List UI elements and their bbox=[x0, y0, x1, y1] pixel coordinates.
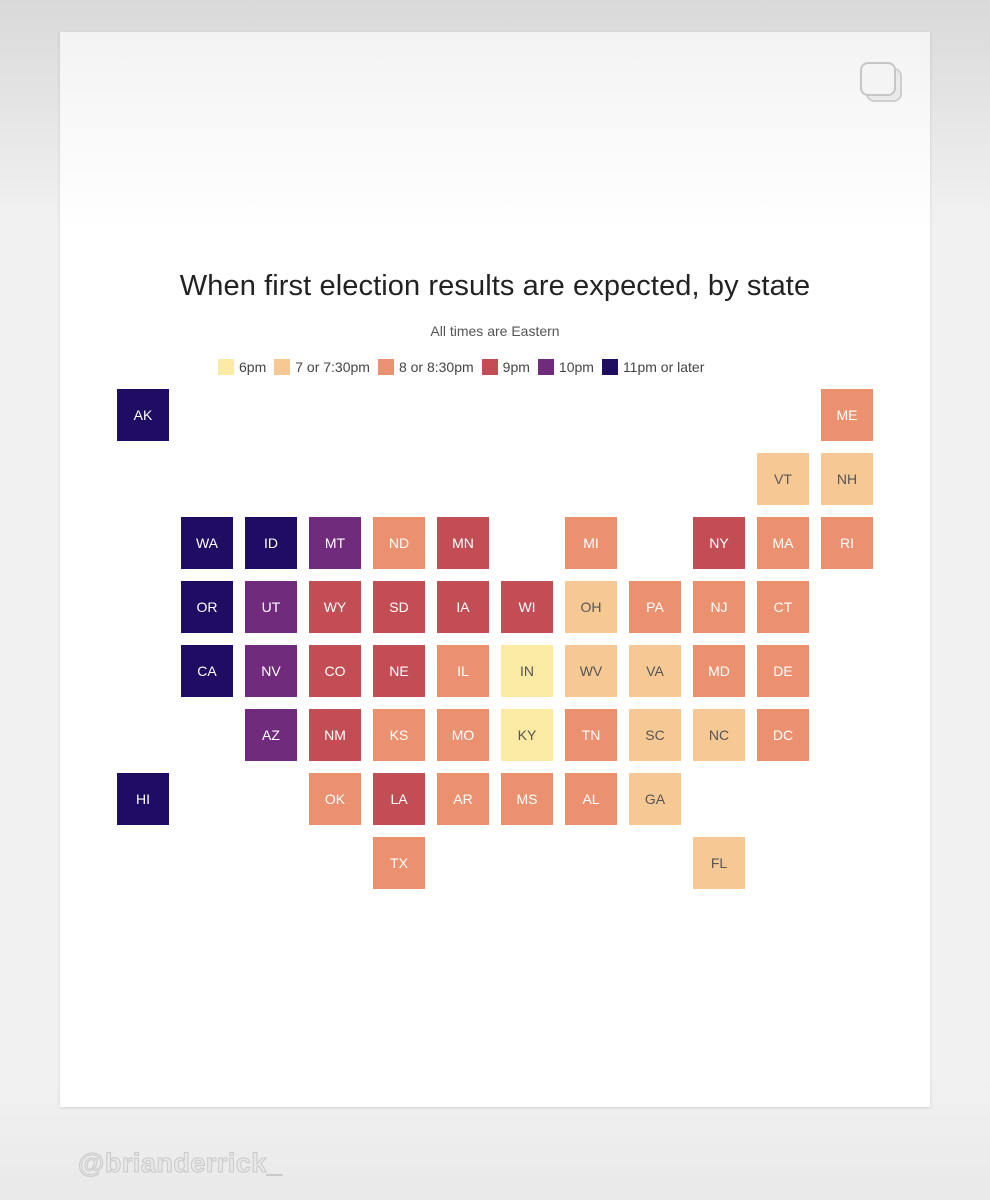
state-tile-ok: OK bbox=[309, 773, 361, 825]
state-tile-il: IL bbox=[437, 645, 489, 697]
state-tile-nj: NJ bbox=[693, 581, 745, 633]
state-tile-sd: SD bbox=[373, 581, 425, 633]
legend: 6pm 7 or 7:30pm 8 or 8:30pm 9pm 10pm 11pm or … bbox=[218, 358, 712, 376]
legend-item-c9: 9pm bbox=[481, 359, 530, 375]
state-tile-fl: FL bbox=[693, 837, 745, 889]
watermark: @brianderrick_ bbox=[77, 1148, 283, 1179]
legend-item-c7: 7 or 7:30pm bbox=[274, 359, 370, 375]
state-tile-al: AL bbox=[565, 773, 617, 825]
state-tile-ga: GA bbox=[629, 773, 681, 825]
state-tile-ne: NE bbox=[373, 645, 425, 697]
post-card bbox=[60, 32, 930, 1107]
legend-swatch bbox=[377, 359, 394, 375]
state-tile-ks: KS bbox=[373, 709, 425, 761]
state-tile-tn: TN bbox=[565, 709, 617, 761]
state-tile-ut: UT bbox=[245, 581, 297, 633]
state-tile-tx: TX bbox=[373, 837, 425, 889]
state-tile-hi: HI bbox=[117, 773, 169, 825]
state-tile-oh: OH bbox=[565, 581, 617, 633]
state-tile-ky: KY bbox=[501, 709, 553, 761]
state-tile-la: LA bbox=[373, 773, 425, 825]
legend-label: 9pm bbox=[502, 359, 530, 375]
state-tile-wv: WV bbox=[565, 645, 617, 697]
state-tile-ms: MS bbox=[501, 773, 553, 825]
legend-swatch bbox=[537, 359, 554, 375]
state-tile-nc: NC bbox=[693, 709, 745, 761]
state-tile-nd: ND bbox=[373, 517, 425, 569]
state-tile-ct: CT bbox=[757, 581, 809, 633]
state-tile-co: CO bbox=[309, 645, 361, 697]
state-tile-ak: AK bbox=[117, 389, 169, 441]
state-tile-nm: NM bbox=[309, 709, 361, 761]
state-tile-me: ME bbox=[821, 389, 873, 441]
state-tile-sc: SC bbox=[629, 709, 681, 761]
state-tile-nv: NV bbox=[245, 645, 297, 697]
state-tile-md: MD bbox=[693, 645, 745, 697]
state-tile-or: OR bbox=[181, 581, 233, 633]
state-tile-wy: WY bbox=[309, 581, 361, 633]
state-tile-id: ID bbox=[245, 517, 297, 569]
state-tile-in: IN bbox=[501, 645, 553, 697]
legend-item-c8: 8 or 8:30pm bbox=[377, 359, 474, 375]
legend-label: 8 or 8:30pm bbox=[398, 359, 474, 375]
state-tile-ca: CA bbox=[181, 645, 233, 697]
state-tile-az: AZ bbox=[245, 709, 297, 761]
state-tile-vt: VT bbox=[757, 453, 809, 505]
state-tile-dc: DC bbox=[757, 709, 809, 761]
legend-swatch bbox=[601, 359, 618, 375]
chart-title: When first election results are expected… bbox=[179, 270, 811, 302]
state-tile-ri: RI bbox=[821, 517, 873, 569]
legend-swatch bbox=[218, 359, 234, 375]
state-tile-ma: MA bbox=[757, 517, 809, 569]
state-tile-ar: AR bbox=[437, 773, 489, 825]
state-tile-wi: WI bbox=[501, 581, 553, 633]
state-tile-wa: WA bbox=[181, 517, 233, 569]
state-tile-mt: MT bbox=[309, 517, 361, 569]
legend-swatch bbox=[274, 359, 291, 375]
state-tile-mi: MI bbox=[565, 517, 617, 569]
state-tile-ia: IA bbox=[437, 581, 489, 633]
state-tile-ny: NY bbox=[693, 517, 745, 569]
legend-label: 6pm bbox=[239, 359, 267, 375]
state-tile-va: VA bbox=[629, 645, 681, 697]
legend-item-c10: 10pm bbox=[537, 359, 594, 375]
state-tile-mo: MO bbox=[437, 709, 489, 761]
copy-icon[interactable] bbox=[858, 60, 904, 104]
chart-subtitle: All times are Eastern bbox=[430, 323, 560, 339]
legend-item-c11: 11pm or later bbox=[601, 359, 705, 375]
state-tile-de: DE bbox=[757, 645, 809, 697]
state-tile-mn: MN bbox=[437, 517, 489, 569]
state-tile-nh: NH bbox=[821, 453, 873, 505]
legend-swatch bbox=[481, 359, 498, 375]
state-tile-pa: PA bbox=[629, 581, 681, 633]
legend-label: 11pm or later bbox=[622, 359, 705, 375]
legend-item-c6: 6pm bbox=[218, 359, 266, 375]
legend-label: 7 or 7:30pm bbox=[295, 359, 370, 375]
legend-label: 10pm bbox=[558, 359, 594, 375]
